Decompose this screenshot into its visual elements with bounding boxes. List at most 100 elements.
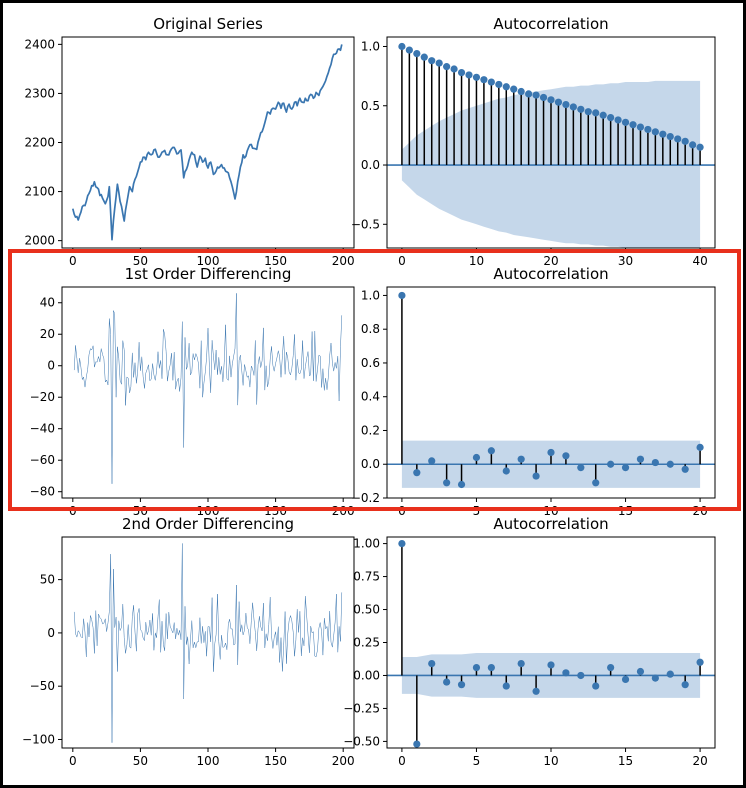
original-series-ytick-label: 2300 xyxy=(24,86,55,100)
original-acf-stem-marker xyxy=(592,109,600,117)
original-acf-stem-marker xyxy=(584,108,592,116)
original-acf-stem-marker xyxy=(577,105,585,113)
original-acf-stem-marker xyxy=(435,59,443,67)
first-diff-acf-ytick-label: 0.8 xyxy=(361,322,380,336)
second-diff-series-line xyxy=(73,543,343,743)
original-acf-xtick-label: 40 xyxy=(692,254,707,268)
second-diff-ytick-label: 0 xyxy=(47,626,55,640)
second-diff-acf-stem-marker xyxy=(428,660,436,668)
second-diff-acf-stem-marker xyxy=(532,687,540,695)
original-acf-stem-marker xyxy=(696,143,704,151)
original-acf-stem-marker xyxy=(443,63,451,71)
first-diff-acf-ytick-label: 1.0 xyxy=(361,288,380,302)
original-acf-stem-marker xyxy=(517,87,525,96)
first-diff-acf-title: Autocorrelation xyxy=(493,265,608,283)
second-diff-acf-stem-marker xyxy=(696,658,704,666)
second-diff-acf-stem-marker xyxy=(547,661,555,669)
original-series-ytick-label: 2000 xyxy=(24,234,55,248)
second-diff-acf-xtick-label: 0 xyxy=(398,754,406,768)
original-acf-stem-marker xyxy=(636,123,645,131)
first-diff-acf-stem-marker xyxy=(502,467,510,475)
original-acf-stem-marker xyxy=(554,98,563,106)
second-diff-acf-stem-marker xyxy=(666,670,674,678)
second-diff-acf-xtick-label: 20 xyxy=(692,754,707,768)
first-diff-acf-ytick-label: −0.2 xyxy=(351,491,380,505)
second-diff-acf-stem-marker xyxy=(398,539,406,548)
original-series-xtick-label: 200 xyxy=(332,254,355,268)
second-diff-acf-ytick-label: 1.00 xyxy=(353,537,380,551)
first-diff-ytick-label: −40 xyxy=(30,422,55,436)
second-diff-acf-ytick-label: 0.75 xyxy=(353,570,380,584)
original-series-ytick-label: 2400 xyxy=(24,37,55,51)
original-acf-xtick-label: 0 xyxy=(398,254,406,268)
first-diff-acf-stem-marker xyxy=(517,455,525,463)
original-acf-stem-marker xyxy=(629,121,637,129)
second-diff-xtick-label: 100 xyxy=(197,754,220,768)
second-diff-acf-ytick-label: 0.00 xyxy=(353,668,380,682)
second-diff-acf-stem-marker xyxy=(517,660,525,668)
first-diff-acf-stem-marker xyxy=(696,443,704,451)
first-diff-plot-area xyxy=(73,293,343,485)
original-series-series-line xyxy=(71,44,343,241)
second-diff-acf-ytick-label: −0.50 xyxy=(343,734,380,748)
second-diff-ytick-label: −50 xyxy=(30,679,55,693)
second-diff-acf-ytick-label: 0.25 xyxy=(353,636,380,650)
first-diff-acf-stem-marker xyxy=(562,452,570,460)
original-acf-stem-marker xyxy=(607,114,615,122)
second-diff-acf-xtick-label: 5 xyxy=(473,754,481,768)
original-acf-stem-marker xyxy=(621,118,630,126)
first-diff-acf-stem-marker xyxy=(636,455,645,463)
second-diff-acf-xtick-label: 15 xyxy=(618,754,633,768)
original-acf-panel: Autocorrelation 0 10 20 30 40 −0.5 0.0 0.5 1.0 xyxy=(351,15,716,268)
second-diff-xtick-label: 150 xyxy=(264,754,287,768)
second-diff-acf-stem-marker xyxy=(413,740,421,748)
original-series-xtick-label: 50 xyxy=(133,254,148,268)
original-acf-xtick-label: 10 xyxy=(469,254,484,268)
second-diff-acf-stem-marker xyxy=(472,663,481,672)
original-acf-stem-marker xyxy=(420,53,428,61)
original-acf-stem-marker xyxy=(457,68,466,77)
first-diff-acf-stem-marker xyxy=(621,464,630,472)
second-diff-acf-stem-marker xyxy=(592,682,600,690)
second-diff-acf-title: Autocorrelation xyxy=(493,515,608,533)
first-diff-acf-stem-marker xyxy=(457,480,466,489)
first-diff-acf-stem-marker xyxy=(592,479,600,487)
first-diff-acf-stem-marker xyxy=(607,460,615,468)
second-diff-acf-stem-marker xyxy=(681,681,689,689)
original-series-xtick-label: 0 xyxy=(69,254,77,268)
original-acf-stem-marker xyxy=(569,103,577,111)
first-diff-acf-stem-marker xyxy=(398,291,406,300)
first-diff-acf-plot-area xyxy=(387,291,715,489)
original-acf-stem-marker xyxy=(659,130,667,138)
original-acf-stem-marker xyxy=(413,49,421,58)
original-acf-plot-area xyxy=(387,42,715,248)
original-acf-stem-marker xyxy=(495,80,503,89)
first-diff-acf-stem-marker xyxy=(443,479,451,487)
second-diff-acf-stem-marker xyxy=(577,671,585,680)
second-diff-acf-ytick-label: −0.25 xyxy=(343,701,380,715)
original-acf-stem-marker xyxy=(428,57,436,65)
first-diff-title: 1st Order Differencing xyxy=(125,265,292,283)
original-acf-stem-marker xyxy=(398,42,406,51)
original-series-title: Original Series xyxy=(153,15,263,33)
original-acf-stem-marker xyxy=(644,125,652,134)
second-diff-ytick-label: −100 xyxy=(22,732,55,746)
original-acf-ytick-label: 1.0 xyxy=(361,39,380,53)
original-acf-stem-marker xyxy=(487,78,495,86)
original-acf-stem-marker xyxy=(674,135,682,143)
original-acf-stem-marker xyxy=(405,46,413,54)
second-diff-acf-stem-marker xyxy=(443,678,451,686)
first-diff-acf-ytick-label: 0.6 xyxy=(361,356,380,370)
original-acf-stem-marker xyxy=(562,100,570,109)
original-series-ytick-label: 2100 xyxy=(24,185,55,199)
original-acf-stem-marker xyxy=(539,93,548,102)
second-diff-acf-ytick-label: 0.50 xyxy=(353,603,380,617)
second-diff-title: 2nd Order Differencing xyxy=(122,515,294,533)
original-acf-xtick-label: 30 xyxy=(618,254,633,268)
original-series-xtick-label: 100 xyxy=(197,254,220,268)
original-acf-stem-marker xyxy=(689,141,697,149)
second-diff-acf-stem-marker xyxy=(621,675,630,684)
